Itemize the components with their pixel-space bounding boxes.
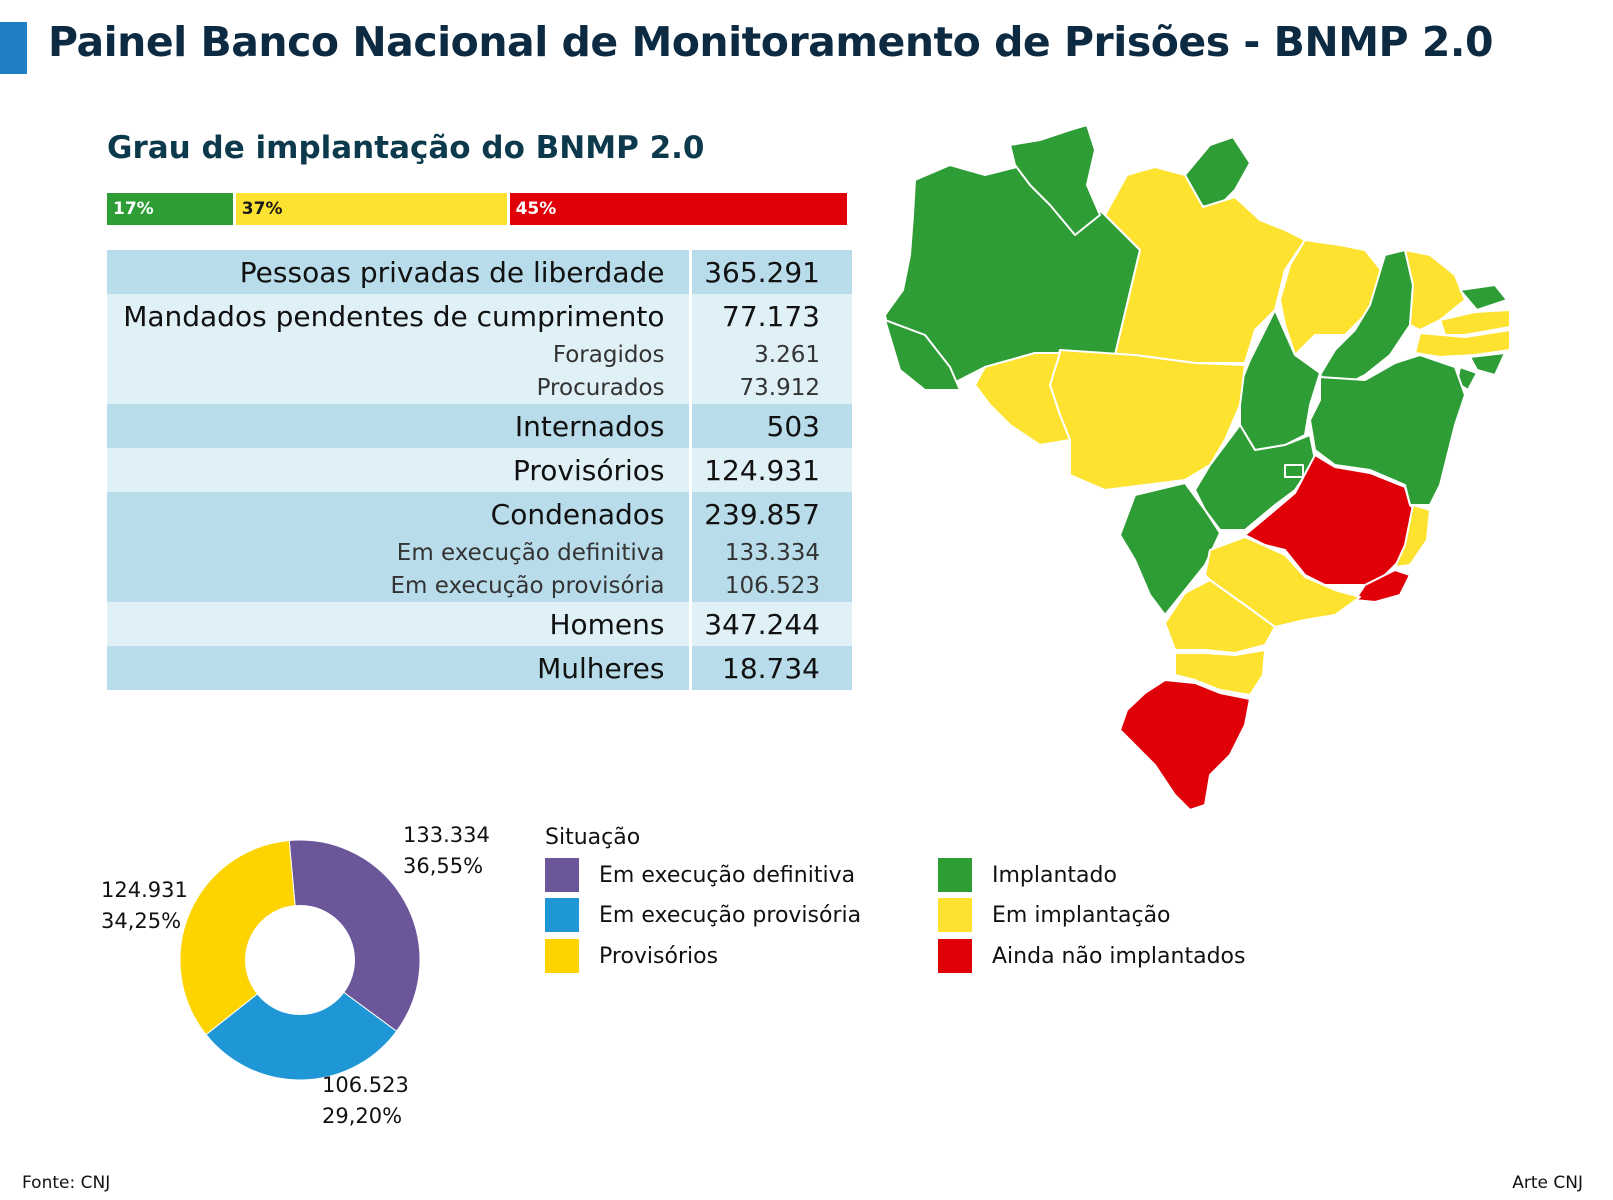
state-ro: [974, 352, 1071, 446]
state-ba: [1309, 354, 1466, 506]
table-subrow: Em execução definitiva 133.334: [107, 536, 852, 569]
legend-label: Implantado: [992, 862, 1117, 888]
state-ms: [1119, 482, 1221, 616]
legend-label: Em execução definitiva: [599, 862, 856, 888]
source-note: Fonte: CNJ: [22, 1173, 111, 1193]
slice-value: 106.523: [322, 1073, 409, 1097]
state-rs: [1119, 679, 1251, 811]
table-row: Mandados pendentes de cumprimento 77.173: [107, 294, 852, 338]
row-value: 18.734: [688, 646, 852, 690]
row-label: Provisórios: [107, 448, 690, 492]
table-row: Pessoas privadas de liberdade 365.291: [107, 250, 852, 294]
legend-label: Em execução provisória: [599, 902, 862, 928]
state-go: [1194, 424, 1316, 531]
table-row: Mulheres 18.734: [107, 646, 852, 690]
table-row: Condenados 239.857: [107, 492, 852, 536]
row-value: 3.261: [688, 338, 852, 371]
slice-label-provisorios: 124.931 34,25%: [101, 875, 188, 937]
legend-item-em-implantacao: Em implantação: [938, 898, 1171, 932]
donut-slice: [179, 839, 301, 1036]
slice-percent: 36,55%: [403, 854, 484, 878]
table-subrow: Procurados 73.912: [107, 371, 852, 404]
stats-table: Pessoas privadas de liberdade 365.291 Ma…: [107, 250, 852, 690]
legend-item-implantado: Implantado: [938, 858, 1117, 892]
legend-swatch: [545, 898, 579, 932]
state-ac: [884, 319, 961, 391]
slice-label-provisoria: 106.523 29,20%: [322, 1070, 409, 1132]
row-label: Procurados: [107, 371, 690, 404]
legend-label: Em implantação: [992, 902, 1171, 928]
donut-hole: [245, 905, 355, 1015]
progress-segment-nao-implantado: 45%: [506, 193, 847, 225]
table-row: Homens 347.244: [107, 602, 852, 646]
slice-label-definitiva: 133.334 36,55%: [403, 820, 490, 882]
row-value: 503: [688, 404, 852, 448]
legend-item-definitiva: Em execução definitiva: [545, 858, 855, 892]
row-label: Pessoas privadas de liberdade: [107, 250, 690, 294]
state-rr: [1009, 124, 1101, 236]
row-value: 347.244: [688, 602, 852, 646]
donut-slice: [288, 839, 421, 1032]
row-label: Condenados: [107, 492, 690, 536]
row-value: 73.912: [688, 371, 852, 404]
row-label: Mulheres: [107, 646, 690, 690]
legend-label: Provisórios: [599, 943, 719, 969]
state-pe: [1414, 329, 1511, 358]
brazil-map: [884, 124, 1511, 811]
row-value: 106.523: [688, 569, 852, 602]
legend-title: Situação: [545, 825, 641, 850]
row-label: Em execução provisória: [107, 569, 690, 602]
slice-value: 124.931: [101, 878, 188, 902]
progress-segment-em-implantacao: 37%: [232, 193, 507, 225]
slice-percent: 29,20%: [322, 1104, 403, 1128]
legend-swatch: [938, 939, 972, 973]
table-row: Provisórios 124.931: [107, 448, 852, 492]
title-accent-bar: [0, 22, 27, 74]
row-label: Mandados pendentes de cumprimento: [107, 294, 690, 338]
state-ma: [1279, 239, 1386, 356]
row-value: 239.857: [688, 492, 852, 536]
state-df: [1284, 464, 1304, 478]
implementation-progress-bar: 17% 37% 45%: [107, 193, 847, 225]
slice-value: 133.334: [403, 823, 490, 847]
donut-slice: [205, 959, 398, 1081]
row-label: Internados: [107, 404, 690, 448]
state-rn: [1459, 284, 1508, 311]
state-al: [1469, 352, 1506, 376]
situacao-donut-chart: [179, 839, 421, 1081]
row-value: 77.173: [688, 294, 852, 338]
row-value: 365.291: [688, 250, 852, 294]
row-value: 133.334: [688, 536, 852, 569]
section-title: Grau de implantação do BNMP 2.0: [107, 130, 705, 166]
row-label: Homens: [107, 602, 690, 646]
legend-item-provisoria: Em execução provisória: [545, 898, 861, 932]
row-label: Em execução definitiva: [107, 536, 690, 569]
row-label: Foragidos: [107, 338, 690, 371]
legend-label: Ainda não implantados: [992, 943, 1246, 969]
table-row: Internados 503: [107, 404, 852, 448]
legend-item-nao-implantado: Ainda não implantados: [938, 939, 1245, 973]
legend-swatch: [545, 858, 579, 892]
credit-note: Arte CNJ: [1512, 1173, 1583, 1193]
table-subrow: Foragidos 3.261: [107, 338, 852, 371]
legend-swatch: [545, 939, 579, 973]
slice-percent: 34,25%: [101, 909, 182, 933]
state-pr: [1164, 579, 1276, 654]
legend-item-provisorios: Provisórios: [545, 939, 718, 973]
state-es: [1394, 504, 1431, 568]
page-title: Painel Banco Nacional de Monitoramento d…: [48, 18, 1494, 66]
table-subrow: Em execução provisória 106.523: [107, 569, 852, 602]
progress-segment-implantado: 17%: [107, 193, 233, 225]
state-sc: [1174, 649, 1266, 696]
row-value: 124.931: [688, 448, 852, 492]
legend-swatch: [938, 858, 972, 892]
legend-swatch: [938, 898, 972, 932]
